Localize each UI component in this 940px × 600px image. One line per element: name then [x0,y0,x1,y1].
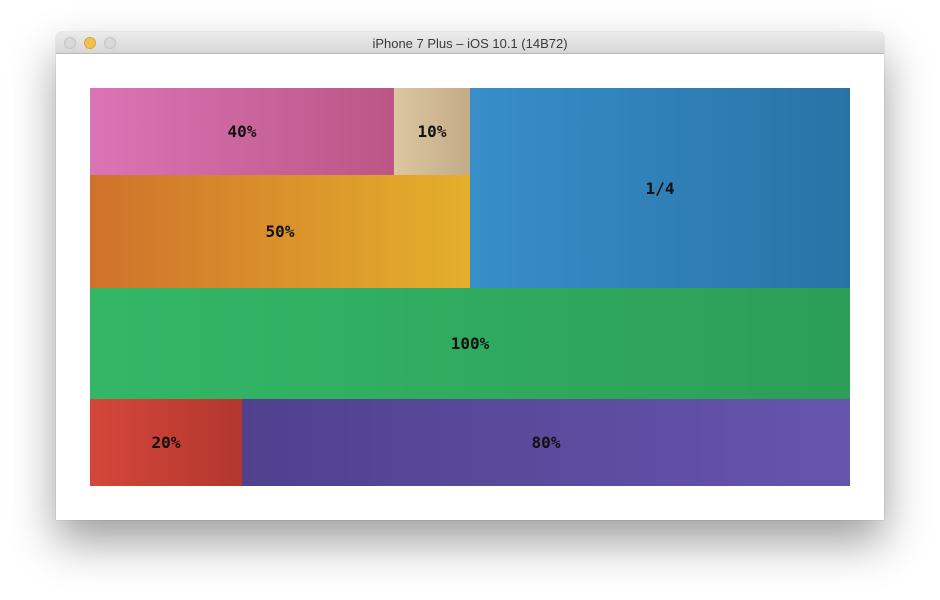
block-100-percent: 100% [90,288,850,399]
block-label: 1/4 [645,178,675,198]
block-label: 20% [151,433,181,452]
block-label: 50% [265,222,295,241]
block-label: 100% [450,334,490,353]
block-one-quarter: 1/4 [470,88,850,288]
simulator-window: iPhone 7 Plus – iOS 10.1 (14B72) 40% 10%… [56,32,884,520]
close-button[interactable] [64,37,76,49]
title-bar[interactable]: iPhone 7 Plus – iOS 10.1 (14B72) [56,32,884,54]
block-20-percent: 20% [90,399,242,486]
block-label: 10% [417,122,447,141]
block-50-percent: 50% [90,175,470,288]
zoom-button[interactable] [104,37,116,49]
block-10-percent: 10% [394,88,470,175]
window-title: iPhone 7 Plus – iOS 10.1 (14B72) [372,36,568,51]
block-label: 80% [531,433,561,452]
block-80-percent: 80% [242,399,850,486]
minimize-button[interactable] [84,37,96,49]
simulator-screen: 40% 10% 50% 1/4 100% 20% 80% [56,54,884,520]
block-label: 40% [227,122,257,141]
block-40-percent: 40% [90,88,394,175]
